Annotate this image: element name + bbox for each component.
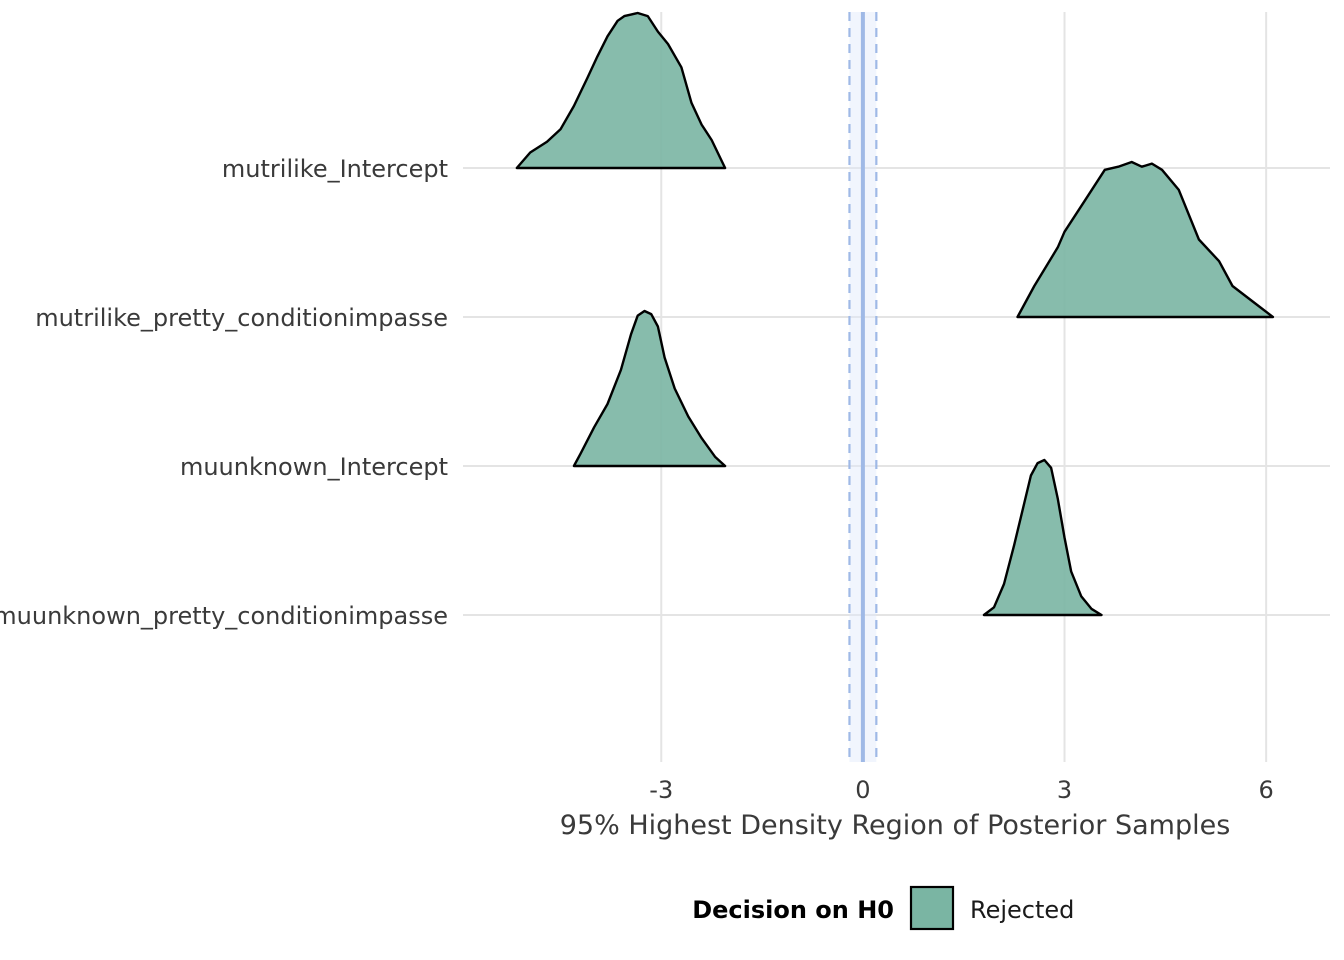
density-ridge-muunknown_pretty_conditionimpasse <box>982 458 1103 617</box>
density-ridges <box>515 11 1275 617</box>
x-tick-label-2: 3 <box>1057 776 1072 804</box>
y-tick-label-0: mutrilike_Intercept <box>222 155 448 183</box>
legend: Decision on H0 Rejected <box>692 885 1074 931</box>
legend-label-rejected: Rejected <box>970 896 1074 924</box>
x-tick-label-1: 0 <box>855 776 870 804</box>
reference-region <box>848 12 878 762</box>
density-ridge-mutrilike_pretty_conditionimpasse <box>1016 160 1275 319</box>
x-axis-label: 95% Highest Density Region of Posterior … <box>560 810 1231 841</box>
y-tick-label-1: mutrilike_pretty_conditionimpasse <box>35 304 448 332</box>
density-ridge-mutrilike_Intercept <box>515 11 727 170</box>
x-tick-label-0: -3 <box>649 776 673 804</box>
x-tick-labels: -3 0 3 6 <box>649 776 1273 804</box>
y-tick-label-2: muunknown_Intercept <box>180 453 448 481</box>
density-ridge-muunknown_Intercept <box>572 309 727 468</box>
x-tick-label-3: 6 <box>1259 776 1274 804</box>
y-tick-label-3: muunknown_pretty_conditionimpasse <box>0 602 448 630</box>
y-tick-labels: mutrilike_Intercept mutrilike_pretty_cond… <box>0 155 448 630</box>
legend-title: Decision on H0 <box>692 896 894 924</box>
legend-swatch-rejected <box>909 885 955 931</box>
